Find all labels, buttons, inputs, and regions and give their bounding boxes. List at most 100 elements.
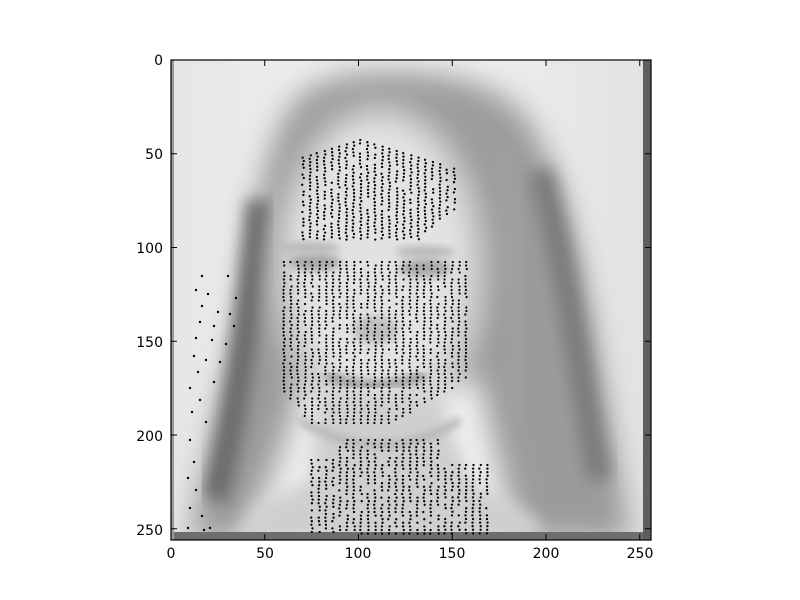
stipple-dot [464, 351, 468, 355]
stipple-dot [318, 327, 321, 330]
stipple-dot [345, 163, 348, 166]
stipple-dot [381, 393, 384, 397]
stipple-dot [457, 376, 460, 379]
stipple-dot [401, 525, 405, 528]
stipple-dot [331, 292, 334, 295]
stipple-dot [458, 499, 461, 503]
stipple-dot [338, 285, 341, 288]
stipple-dot [297, 400, 300, 404]
stipple-dot [402, 196, 405, 199]
stipple-dot [416, 507, 419, 510]
stipple-dot [353, 337, 356, 341]
stipple-dot [289, 309, 292, 313]
stipple-dot [381, 503, 384, 506]
stipple-dot [353, 348, 356, 351]
stipple-dot [374, 411, 377, 414]
stipple-dot [422, 264, 425, 267]
stipple-dot [325, 362, 328, 365]
stipple-dot [303, 334, 306, 337]
stipple-dot [380, 376, 383, 379]
stipple-dot [387, 400, 390, 404]
stipple-dot [353, 500, 356, 503]
stipple-dot [318, 341, 321, 344]
stipple-dot [422, 306, 426, 309]
stipple-dot [443, 365, 446, 369]
stipple-dot [395, 376, 398, 379]
stipple-dot [416, 442, 419, 445]
stipple-dot [374, 362, 377, 365]
stipple-dot [401, 379, 404, 383]
stipple-dot [444, 489, 447, 492]
stipple-dot [408, 485, 411, 488]
stipple-dot [395, 518, 398, 521]
stipple-dot [472, 463, 475, 467]
stipple-dot [464, 274, 467, 278]
stipple-dot [444, 295, 447, 299]
stipple-dot [351, 219, 354, 222]
stipple-dot [416, 330, 419, 334]
stipple-dot [212, 324, 216, 328]
stipple-dot [416, 528, 419, 532]
stipple-dot [373, 170, 376, 173]
stipple-dot [367, 195, 370, 198]
stipple-dot [324, 516, 327, 519]
stipple-dot [310, 400, 314, 404]
stipple-dot [416, 207, 419, 210]
stipple-dot [359, 138, 362, 142]
stipple-dot [395, 285, 398, 288]
stipple-dot [311, 355, 314, 358]
stipple-dot [437, 358, 440, 362]
stipple-dot [387, 411, 390, 414]
stipple-dot [366, 362, 369, 365]
stipple-dot [303, 302, 307, 306]
stipple-dot [282, 330, 285, 334]
stipple-dot [387, 215, 391, 218]
stipple-dot [381, 464, 384, 467]
stipple-dot [394, 281, 398, 285]
stipple-dot [325, 292, 328, 295]
stipple-dot [416, 341, 419, 344]
stipple-dot [332, 306, 335, 309]
stipple-dot [409, 198, 412, 201]
stipple-dot [359, 474, 362, 478]
stipple-dot [458, 489, 461, 492]
stipple-dot [344, 204, 348, 207]
stipple-dot [318, 306, 321, 309]
stipple-dot [445, 178, 448, 182]
stipple-dot [451, 481, 454, 485]
stipple-dot [317, 502, 320, 505]
stipple-dot [415, 355, 418, 358]
stipple-dot [339, 355, 342, 358]
stipple-dot [303, 313, 306, 316]
stipple-dot [458, 365, 461, 369]
stipple-dot [360, 471, 363, 474]
stipple-dot [304, 379, 307, 383]
stipple-dot [380, 397, 383, 400]
stipple-dot [234, 296, 238, 300]
stipple-dot [387, 414, 390, 418]
stipple-dot [297, 379, 300, 383]
stipple-dot [402, 223, 405, 226]
stipple-dot [283, 271, 286, 274]
stipple-dot [410, 225, 413, 228]
stipple-dot [331, 334, 335, 337]
stipple-dot [346, 274, 349, 278]
stipple-dot [387, 267, 390, 271]
stipple-dot [394, 348, 398, 351]
stipple-dot [367, 438, 370, 442]
stipple-dot [367, 171, 370, 174]
stipple-dot [409, 232, 412, 235]
stipple-dot [310, 480, 313, 483]
stipple-dot [409, 212, 412, 215]
stipple-dot [450, 532, 453, 535]
stipple-dot [325, 473, 328, 476]
stipple-dot [457, 369, 460, 372]
stipple-dot [403, 199, 406, 202]
stipple-dot [339, 510, 342, 514]
stipple-dot [359, 320, 362, 323]
stipple-dot [332, 494, 335, 498]
stipple-dot [387, 372, 390, 376]
stipple-dot [359, 210, 362, 213]
stipple-dot [352, 299, 355, 302]
stipple-dot [417, 193, 420, 197]
